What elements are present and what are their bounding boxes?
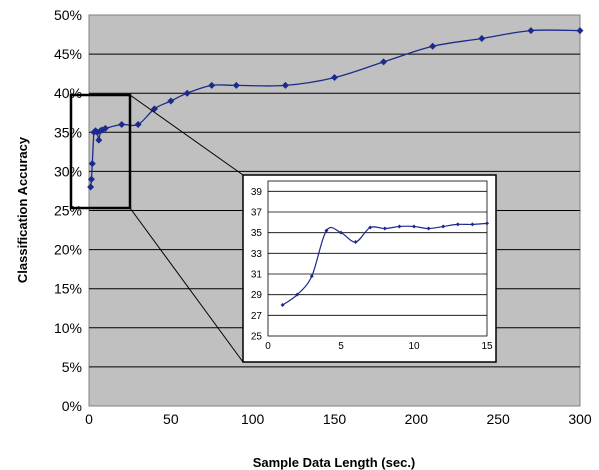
x-tick-label: 10 bbox=[408, 341, 420, 352]
y-tick-label: 25% bbox=[54, 203, 82, 219]
y-tick-label: 25 bbox=[251, 332, 263, 343]
data-point bbox=[87, 175, 95, 183]
x-tick-label: 5 bbox=[338, 341, 344, 352]
x-tick-label: 250 bbox=[486, 411, 510, 427]
inset-plot-area bbox=[267, 180, 488, 337]
y-tick-label: 50% bbox=[54, 7, 82, 23]
inset-series-points bbox=[280, 221, 489, 307]
y-tick-label: 31 bbox=[251, 270, 263, 281]
data-point bbox=[470, 222, 475, 227]
inset-y-tick-labels: 25 27 29 31 33 35 37 39 bbox=[251, 187, 263, 343]
y-tick-label: 35% bbox=[54, 124, 82, 140]
y-tick-label: 40% bbox=[54, 85, 82, 101]
y-axis-title: Classification Accuracy bbox=[15, 136, 30, 283]
data-point bbox=[208, 81, 216, 89]
zoom-connector-top bbox=[129, 94, 244, 176]
data-point bbox=[576, 27, 584, 35]
data-point bbox=[426, 226, 431, 231]
data-point bbox=[324, 228, 329, 233]
y-tick-label: 10% bbox=[54, 320, 82, 336]
data-point bbox=[118, 120, 126, 128]
data-point bbox=[397, 224, 402, 229]
x-tick-label: 200 bbox=[405, 411, 429, 427]
inset-gridlines bbox=[268, 190, 487, 316]
data-point bbox=[353, 239, 358, 244]
data-point bbox=[478, 34, 486, 42]
y-tick-label: 29 bbox=[251, 290, 263, 301]
data-point bbox=[88, 160, 96, 168]
x-tick-label: 150 bbox=[323, 411, 347, 427]
x-tick-label: 300 bbox=[568, 411, 592, 427]
y-tick-label: 20% bbox=[54, 242, 82, 258]
y-tick-label: 30% bbox=[54, 163, 82, 179]
data-point bbox=[527, 27, 535, 35]
data-point bbox=[87, 183, 95, 191]
data-point bbox=[429, 42, 437, 50]
data-point bbox=[412, 224, 416, 229]
main-y-tick-labels: 0% 5% 10% 15% 20% 25% 30% 35% 40% 45% 50% bbox=[54, 7, 82, 414]
zoom-connector-bottom bbox=[129, 207, 244, 363]
main-x-tick-labels: 0 50 100 150 200 250 300 bbox=[85, 411, 592, 427]
y-tick-label: 35 bbox=[251, 228, 263, 239]
data-point bbox=[167, 97, 175, 105]
main-series-points bbox=[87, 27, 584, 191]
data-point bbox=[339, 230, 343, 235]
inset-x-tick-labels: 0 5 10 15 bbox=[265, 341, 493, 352]
data-point bbox=[280, 303, 285, 307]
y-tick-label: 27 bbox=[251, 311, 263, 322]
data-point bbox=[382, 226, 387, 231]
data-point bbox=[331, 74, 338, 82]
y-tick-label: 33 bbox=[251, 249, 263, 260]
data-point bbox=[295, 292, 300, 297]
y-tick-label: 5% bbox=[62, 359, 82, 375]
zoom-region-box bbox=[69, 93, 132, 210]
data-point bbox=[183, 89, 191, 97]
x-tick-label: 100 bbox=[241, 411, 265, 427]
data-point bbox=[95, 136, 103, 144]
x-tick-label: 0 bbox=[85, 411, 93, 427]
x-tick-label: 0 bbox=[265, 341, 271, 352]
data-point bbox=[368, 225, 373, 230]
data-point bbox=[134, 120, 142, 128]
data-point bbox=[441, 224, 446, 229]
data-point bbox=[309, 274, 314, 279]
y-tick-label: 0% bbox=[62, 398, 82, 414]
x-axis-title: Sample Data Length (sec.) bbox=[253, 455, 416, 470]
data-point bbox=[380, 58, 388, 66]
data-point bbox=[485, 221, 489, 226]
data-point bbox=[455, 222, 460, 227]
y-tick-label: 39 bbox=[251, 187, 263, 198]
main-gridlines bbox=[89, 53, 580, 368]
x-tick-label: 15 bbox=[481, 341, 493, 352]
y-tick-label: 15% bbox=[54, 281, 82, 297]
data-point bbox=[101, 124, 109, 132]
data-point bbox=[281, 81, 289, 89]
y-tick-label: 45% bbox=[54, 46, 82, 62]
data-point bbox=[232, 81, 240, 89]
y-tick-label: 37 bbox=[251, 208, 263, 219]
data-point bbox=[98, 126, 106, 134]
x-tick-label: 50 bbox=[163, 411, 179, 427]
